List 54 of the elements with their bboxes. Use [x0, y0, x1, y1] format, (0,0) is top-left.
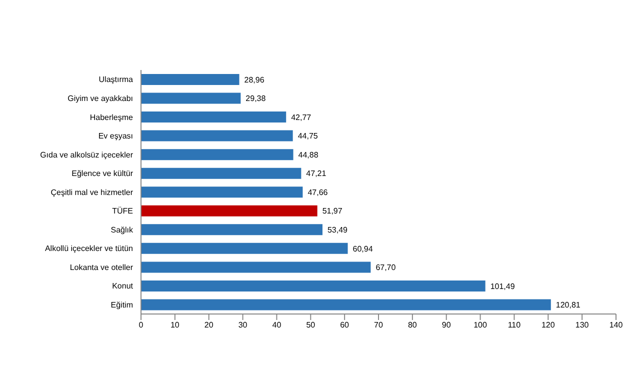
- bar: [141, 130, 293, 142]
- bar: [141, 299, 551, 310]
- y-tick-label: Ev eşyası: [98, 132, 133, 141]
- y-tick-label: Giyim ve ayakkabı: [68, 94, 133, 103]
- x-tick-label: 80: [408, 320, 418, 330]
- y-tick-label: Eğlence ve kültür: [72, 169, 134, 178]
- bar: [141, 280, 486, 292]
- x-tick-label: 20: [204, 320, 214, 330]
- data-label: 47,66: [308, 188, 328, 197]
- data-label: 29,38: [246, 94, 266, 104]
- x-tick-label: 60: [340, 320, 350, 330]
- bar: [141, 168, 302, 179]
- data-label: 60,94: [352, 244, 374, 254]
- y-tick-label: Konut: [112, 282, 134, 291]
- x-tick-label: 140: [609, 320, 624, 330]
- bar: [141, 112, 286, 123]
- y-tick-label: TÜFE: [112, 206, 133, 216]
- x-tick-label: 50: [306, 320, 316, 330]
- y-tick-label: Haberleşme: [90, 112, 134, 122]
- y-tick-label: Sağlık: [110, 225, 134, 234]
- data-label: 44,75: [298, 132, 318, 141]
- data-label: 47,21: [306, 169, 327, 178]
- bar: [141, 149, 294, 160]
- y-tick-label: Ulaştırma: [98, 75, 134, 84]
- y-tick-label: Alkollü içecekler ve tütün: [44, 244, 133, 254]
- data-label: 42,77: [291, 112, 312, 122]
- x-tick-label: 90: [442, 320, 452, 330]
- bar: [141, 186, 303, 198]
- bar: [141, 205, 318, 216]
- x-tick-label: 130: [575, 320, 590, 330]
- y-tick-label: Lokanta ve oteller: [70, 262, 134, 272]
- x-tick-label: 100: [474, 320, 488, 330]
- data-label: 51,97: [322, 206, 343, 216]
- x-tick-label: 40: [272, 320, 282, 330]
- x-tick-label: 110: [508, 320, 522, 330]
- y-tick-label: Eğitim: [110, 300, 134, 310]
- bar: [141, 92, 241, 104]
- bar: [141, 224, 322, 236]
- bar: [141, 74, 240, 85]
- data-label: 101,49: [490, 282, 516, 291]
- data-label: 28,96: [244, 75, 265, 84]
- x-tick-label: 0: [138, 320, 144, 330]
- x-tick-label: 30: [238, 320, 248, 330]
- data-label: 67,70: [376, 263, 396, 272]
- bar: [141, 242, 348, 254]
- x-tick-label: 70: [374, 320, 384, 330]
- x-tick-label: 120: [541, 320, 556, 330]
- data-label: 120,81: [556, 300, 581, 310]
- y-tick-label: Gıda ve alkolsüz içecekler: [40, 150, 134, 160]
- y-tick-label: Çeşitli mal ve hizmetler: [50, 188, 134, 197]
- data-label: 53,49: [327, 225, 348, 234]
- data-label: 44,88: [298, 150, 319, 160]
- bar: [141, 262, 371, 273]
- x-tick-label: 10: [170, 320, 180, 330]
